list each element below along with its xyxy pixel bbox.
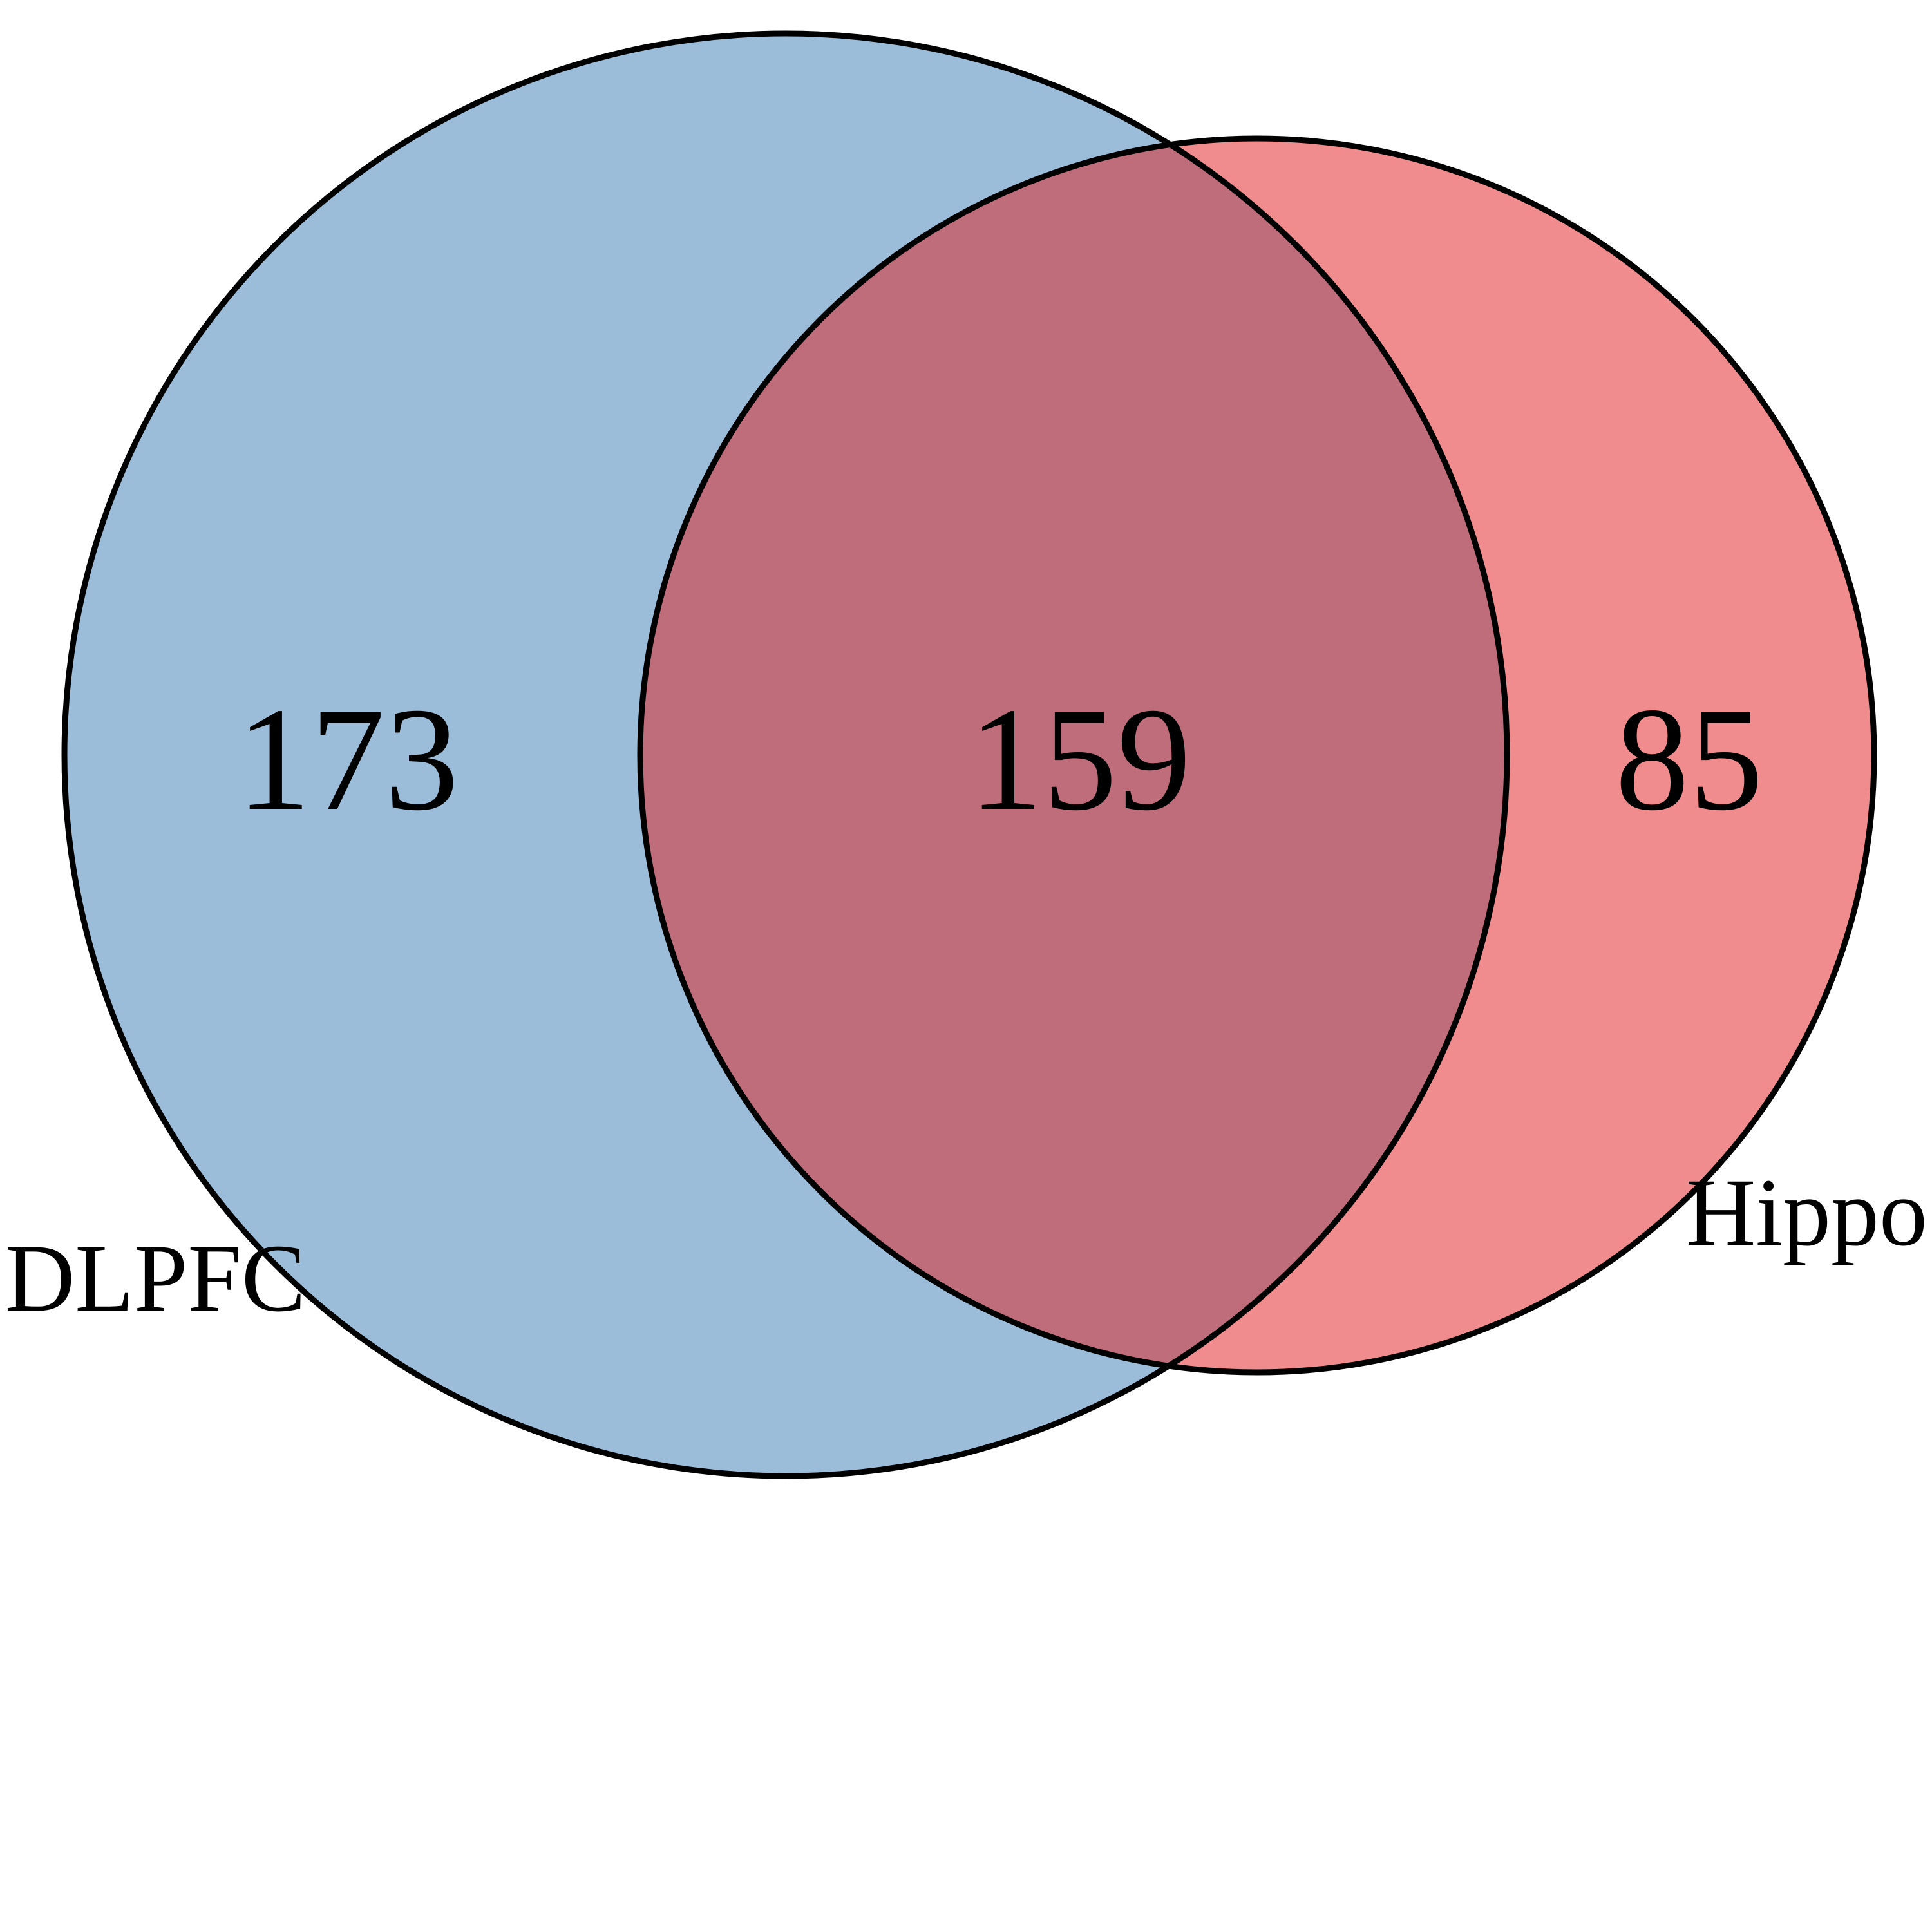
- intersection-count: 159: [969, 677, 1191, 841]
- hippo-circle-outline: [637, 135, 1877, 1376]
- hippo-only-count: 85: [1615, 677, 1763, 841]
- hippo-set-label: Hippo: [1686, 1159, 1927, 1266]
- dlpfc-circle-outline: [61, 30, 1510, 1479]
- intersection-region: [640, 138, 1507, 1372]
- dlpfc-only-count: 173: [237, 677, 459, 841]
- dlpfc-set-label: DLPFC: [5, 1225, 306, 1332]
